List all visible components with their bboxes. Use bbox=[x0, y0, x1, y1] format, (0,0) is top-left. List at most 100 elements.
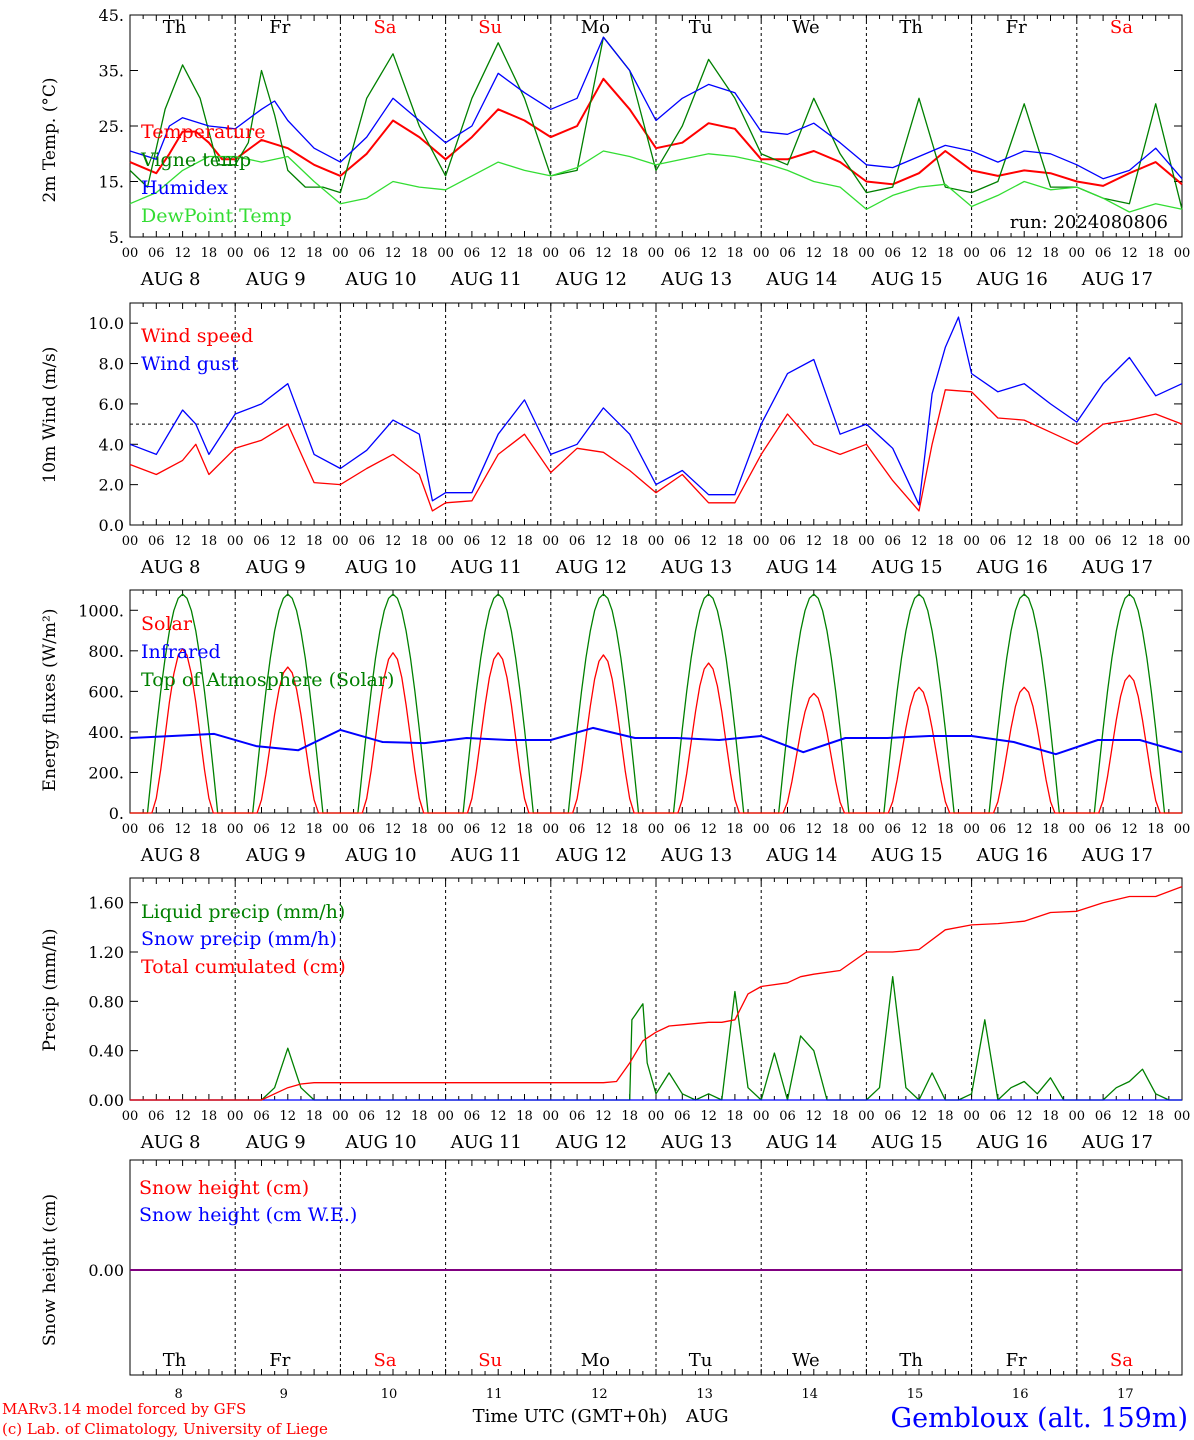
hour-tick-label: 06 bbox=[990, 534, 1007, 549]
day-number-label: 8 bbox=[174, 1387, 182, 1402]
run-label: run: 2024080806 bbox=[1010, 212, 1168, 233]
date-label: AUG 12 bbox=[555, 845, 627, 866]
hour-tick-label: 06 bbox=[358, 822, 375, 837]
hour-tick-label: 06 bbox=[148, 822, 165, 837]
hour-tick-label: 00 bbox=[963, 534, 980, 549]
hour-tick-label: 00 bbox=[753, 1109, 770, 1124]
hour-tick-label: 06 bbox=[253, 1109, 270, 1124]
hour-tick-label: 12 bbox=[911, 246, 928, 261]
date-label: AUG 17 bbox=[1081, 269, 1153, 290]
date-label: AUG 17 bbox=[1081, 557, 1153, 578]
y-tick-label: 1.60 bbox=[88, 894, 124, 913]
hour-tick-label: 18 bbox=[1147, 1109, 1164, 1124]
hour-tick-label: 18 bbox=[411, 534, 428, 549]
panel-wind: 10m Wind (m/s) 0.0 2.0 4.0 6.0 8.0 10.0 Wind sp… bbox=[40, 302, 1190, 578]
hour-tick-label: 12 bbox=[1016, 246, 1033, 261]
y-tick-label: 4.0 bbox=[99, 435, 124, 454]
date-label: AUG 14 bbox=[765, 1132, 837, 1153]
weekday-label: Sa bbox=[1110, 17, 1133, 38]
weekday-label: Su bbox=[478, 17, 502, 38]
weekday-label: Fr bbox=[1006, 1350, 1027, 1371]
hour-tick-label: 12 bbox=[280, 822, 297, 837]
hour-tick-label: 12 bbox=[806, 1109, 823, 1124]
hour-tick-label: 00 bbox=[227, 534, 244, 549]
date-label: AUG 14 bbox=[765, 845, 837, 866]
hour-tick-label: 12 bbox=[490, 1109, 507, 1124]
date-label: AUG 15 bbox=[870, 845, 942, 866]
hour-tick-label: 00 bbox=[122, 534, 139, 549]
legend-entry: DewPoint Temp bbox=[141, 205, 292, 227]
legend-entry: Liquid precip (mm/h) bbox=[141, 901, 345, 923]
legend-entry: Snow height (cm W.E.) bbox=[139, 1204, 357, 1226]
hour-tick-label: 00 bbox=[858, 822, 875, 837]
hour-tick-label: 18 bbox=[306, 1109, 323, 1124]
date-label: AUG 8 bbox=[140, 269, 201, 290]
date-label: AUG 9 bbox=[245, 269, 306, 290]
y-tick-label: 5. bbox=[109, 228, 124, 247]
hour-tick-label: 18 bbox=[937, 1109, 954, 1124]
hour-tick-label: 00 bbox=[753, 822, 770, 837]
hour-tick-label: 12 bbox=[1016, 534, 1033, 549]
hour-tick-label: 12 bbox=[385, 822, 402, 837]
hour-tick-label: 06 bbox=[779, 1109, 796, 1124]
legend-entry: Infrared bbox=[141, 641, 221, 663]
hour-tick-label: 06 bbox=[779, 246, 796, 261]
hour-tick-label: 00 bbox=[543, 822, 560, 837]
hour-tick-label: 06 bbox=[464, 534, 481, 549]
hour-tick-label: 00 bbox=[332, 534, 349, 549]
hour-tick-label: 06 bbox=[148, 1109, 165, 1124]
hour-tick-label: 00 bbox=[1069, 246, 1086, 261]
credit-line-2: (c) Lab. of Climatology, University of L… bbox=[2, 1420, 328, 1438]
hour-tick-label: 00 bbox=[227, 822, 244, 837]
hour-tick-label: 06 bbox=[148, 246, 165, 261]
weekday-label: Tu bbox=[689, 1350, 713, 1371]
day-number-label: 13 bbox=[696, 1387, 713, 1402]
date-label: AUG 8 bbox=[140, 845, 201, 866]
date-label: AUG 11 bbox=[450, 557, 522, 578]
hour-tick-label: 00 bbox=[543, 1109, 560, 1124]
date-label: AUG 17 bbox=[1081, 845, 1153, 866]
hour-tick-label: 00 bbox=[1174, 246, 1191, 261]
hour-tick-label: 18 bbox=[201, 822, 218, 837]
plot-frame bbox=[129, 589, 1183, 814]
x-axis-month: AUG bbox=[685, 1406, 729, 1427]
hour-tick-label: 12 bbox=[280, 534, 297, 549]
hour-tick-label: 12 bbox=[1121, 1109, 1138, 1124]
legend-entry: Temperature bbox=[141, 121, 265, 143]
y-axis-label: 10m Wind (m/s) bbox=[40, 347, 60, 484]
hour-tick-label: 00 bbox=[437, 822, 454, 837]
date-label: AUG 9 bbox=[245, 1132, 306, 1153]
hour-tick-label: 06 bbox=[1095, 246, 1112, 261]
y-tick-label: 8.0 bbox=[99, 355, 124, 374]
hour-tick-label: 06 bbox=[569, 1109, 586, 1124]
hour-tick-label: 06 bbox=[990, 246, 1007, 261]
panel-precip: Precip (mm/h) 0.00 0.40 0.80 1.20 1.60 Liquid … bbox=[40, 877, 1190, 1153]
hour-tick-label: 06 bbox=[779, 534, 796, 549]
y-tick-label: 15. bbox=[99, 173, 124, 192]
hour-tick-label: 00 bbox=[648, 534, 665, 549]
day-number-label: 15 bbox=[907, 1387, 924, 1402]
hour-tick-label: 06 bbox=[358, 246, 375, 261]
series-liquid-precip bbox=[130, 976, 1182, 1101]
hour-tick-label: 06 bbox=[253, 246, 270, 261]
hour-tick-label: 18 bbox=[832, 534, 849, 549]
hour-tick-label: 18 bbox=[1042, 1109, 1059, 1124]
hour-tick-label: 12 bbox=[806, 822, 823, 837]
y-tick-label: 0.00 bbox=[88, 1261, 124, 1280]
hour-tick-label: 06 bbox=[674, 822, 691, 837]
date-label: AUG 15 bbox=[870, 1132, 942, 1153]
hour-tick-label: 00 bbox=[122, 822, 139, 837]
date-label: AUG 16 bbox=[976, 1132, 1048, 1153]
y-axis-label: 2m Temp. (°C) bbox=[40, 77, 60, 202]
hour-tick-label: 18 bbox=[621, 1109, 638, 1124]
hour-tick-label: 00 bbox=[963, 822, 980, 837]
hour-tick-label: 12 bbox=[385, 534, 402, 549]
y-tick-label: 6.0 bbox=[99, 395, 124, 414]
hour-tick-label: 18 bbox=[937, 246, 954, 261]
hour-tick-label: 18 bbox=[411, 246, 428, 261]
weekday-label: Fr bbox=[1006, 17, 1027, 38]
y-tick-label: 10.0 bbox=[88, 314, 124, 333]
legend-entry: Vigne temp bbox=[140, 149, 251, 171]
date-label: AUG 12 bbox=[555, 269, 627, 290]
